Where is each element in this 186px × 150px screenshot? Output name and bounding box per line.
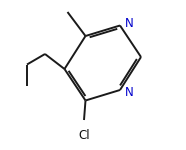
- Text: N: N: [124, 86, 133, 99]
- Text: N: N: [124, 17, 133, 30]
- Text: Cl: Cl: [78, 129, 90, 142]
